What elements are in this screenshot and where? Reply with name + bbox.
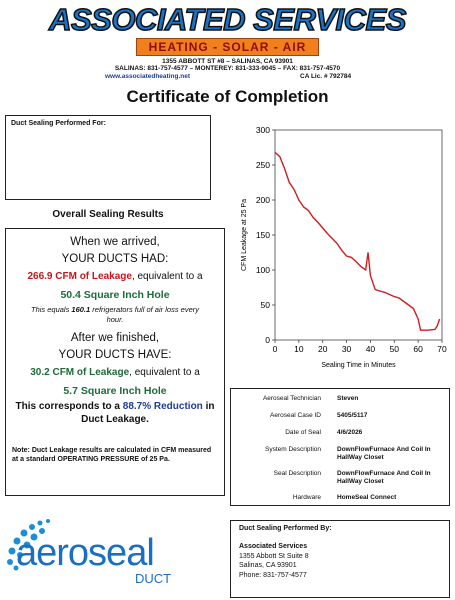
results-text: in Duct Leakage. (81, 401, 215, 425)
y-tick-label: 250 (256, 160, 270, 170)
results-text: refrigerators full of air loss every hou… (90, 305, 199, 324)
x-tick-label: 20 (318, 344, 328, 354)
y-axis-label: CFM Leakage at 25 Pa (241, 199, 248, 271)
header: ASSOCIATED SERVICES HEATING - SOLAR - AI… (0, 0, 455, 80)
info-label: Aeroseal Case ID (270, 412, 321, 419)
certificate-title: Certificate of Completion (126, 87, 329, 106)
info-value: HomeSeal Connect (337, 494, 397, 501)
refrigerators: 160.1 (71, 305, 91, 314)
performed-by-label: Duct Sealing Performed By: (239, 525, 332, 532)
x-tick-label: 60 (413, 344, 423, 354)
info-box: Aeroseal Technician Steven Aeroseal Case I… (230, 388, 450, 506)
website: www.associatedheating.net (105, 73, 191, 80)
logo-product: DUCT (135, 571, 171, 586)
info-label: Aeroseal Technician (262, 395, 321, 402)
x-tick-label: 40 (366, 344, 376, 354)
phones: SALINAS: 831-757-4577 – MONTEREY: 831-33… (114, 65, 341, 72)
info-label: Date of Seal (285, 429, 321, 436)
y-tick-label: 100 (256, 265, 270, 275)
results-text: When we arrived, (70, 236, 160, 248)
logo-brand: aeroseal (16, 532, 154, 574)
results-text: , equivalent to a (129, 367, 200, 378)
results-heading: Overall Sealing Results (52, 209, 164, 220)
company-name: ASSOCIATED SERVICES (48, 1, 407, 38)
logo-dots (7, 519, 50, 571)
y-tick-label: 150 (256, 230, 270, 240)
x-tick-label: 50 (390, 344, 400, 354)
y-tick-label: 0 (265, 335, 270, 345)
address: 1355 ABBOTT ST #8 – SALINAS, CA 93901 (162, 58, 293, 65)
results-text: After we finished, (70, 332, 160, 344)
x-tick-label: 10 (294, 344, 304, 354)
results-text: This equals (30, 305, 72, 314)
performed-by-name: Associated Services (239, 543, 308, 550)
performed-by-box: Duct Sealing Performed By: Associated Se… (230, 520, 450, 598)
tagline: HEATING - SOLAR - AIR (135, 38, 320, 56)
results-line: 30.2 CFM of Leakage, equivalent to a (12, 363, 218, 383)
y-tick-label: 50 (261, 300, 271, 310)
info-value: 5405/5117 (337, 412, 368, 419)
y-tick-label: 200 (256, 195, 270, 205)
before-leakage: 266.9 CFM of Leakage (27, 271, 132, 282)
info-label: Hardware (292, 494, 321, 501)
results-box: When we arrived, YOUR DUCTS HAD: 266.9 C… (5, 228, 225, 496)
results-line: 266.9 CFM of Leakage, equivalent to a (12, 267, 218, 286)
info-label: Seal Description (273, 470, 321, 477)
x-tick-label: 70 (437, 344, 447, 354)
y-tick-label: 300 (256, 125, 270, 135)
aeroseal-logo: aeroseal DUCT (7, 519, 171, 586)
performed-for-box: Duct Sealing Performed For: (5, 115, 211, 200)
leakage-chart: 0 50 100 150 200 250 300 0 10 20 30 40 50 60 70 Sealing… (241, 125, 447, 369)
performed-for-label: Duct Sealing Performed For: (11, 120, 106, 127)
x-tick-label: 30 (342, 344, 352, 354)
performed-by-phone: Phone: 831-757-4577 (239, 571, 307, 579)
x-axis-label: Sealing Time in Minutes (321, 362, 396, 369)
info-value: DownFlowFurnace And Coil In HallWay Clos… (337, 446, 431, 461)
results-line: This corresponds to a 88.7% Reduction in… (12, 400, 218, 426)
before-hole: 50.4 Square Inch Hole (60, 289, 170, 301)
performed-by-street: 1355 Abbott St Suite 8 (239, 552, 309, 560)
info-value: DownFlowFurnace And Coil In HallWay Clos… (337, 470, 431, 485)
results-text: This corresponds to a (15, 401, 123, 412)
info-value: 4/6/2026 (337, 429, 363, 436)
leakage-line (274, 151, 441, 331)
after-leakage: 30.2 CFM of Leakage (30, 367, 130, 378)
plot-frame (274, 129, 443, 341)
reduction: 88.7% Reduction (122, 401, 203, 412)
info-value: Steven (337, 395, 359, 402)
x-tick-label: 0 (273, 344, 278, 354)
results-text: YOUR DUCTS HAD: (61, 253, 169, 265)
results-text: YOUR DUCTS HAVE: (58, 349, 172, 361)
after-hole: 5.7 Square Inch Hole (63, 385, 167, 397)
info-label: System Description (265, 446, 321, 453)
note: Note: Duct Leakage results are calculate… (12, 447, 212, 463)
license: CA Lic. # 792784 (300, 73, 352, 80)
results-text: , equivalent to a (131, 271, 203, 282)
results-line: This equals 160.1 refrigerators full of … (12, 305, 218, 325)
performed-by-city: Salinas, CA 93901 (239, 562, 297, 569)
